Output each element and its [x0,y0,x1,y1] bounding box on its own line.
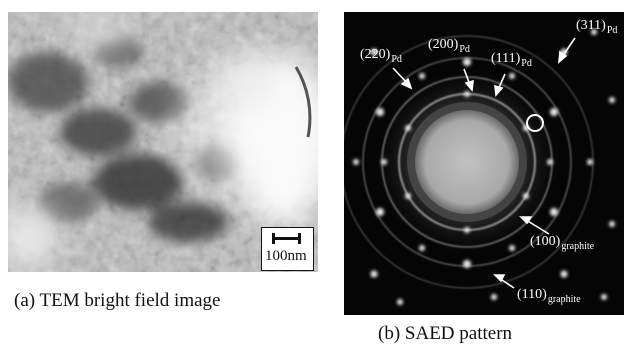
tem-micrograph-graphic [8,12,318,272]
saed-caption: (b) SAED pattern [378,323,513,344]
label-111-pd: (111)Pd [491,51,532,69]
tem-caption: (a) TEM bright field image [14,290,221,311]
saed-diffraction-graphic [344,12,624,315]
saed-pattern-image: (220)Pd (200)Pd (111)Pd (311)Pd (100)gra… [344,12,624,315]
label-200-pd: (200)Pd [428,37,470,55]
scale-bar-label: 100nm [265,248,307,264]
selected-spot-circle [526,114,544,132]
scale-bar-box: 100nm [261,227,314,271]
label-311-pd: (311)Pd [576,18,618,36]
tem-bright-field-image: 100nm [8,12,318,272]
label-220-pd: (220)Pd [360,47,402,65]
annotation-arrows [392,37,576,289]
label-100-graphite: (100)graphite [530,234,595,252]
label-110-graphite: (110)graphite [517,287,581,305]
scale-bar [272,233,301,244]
